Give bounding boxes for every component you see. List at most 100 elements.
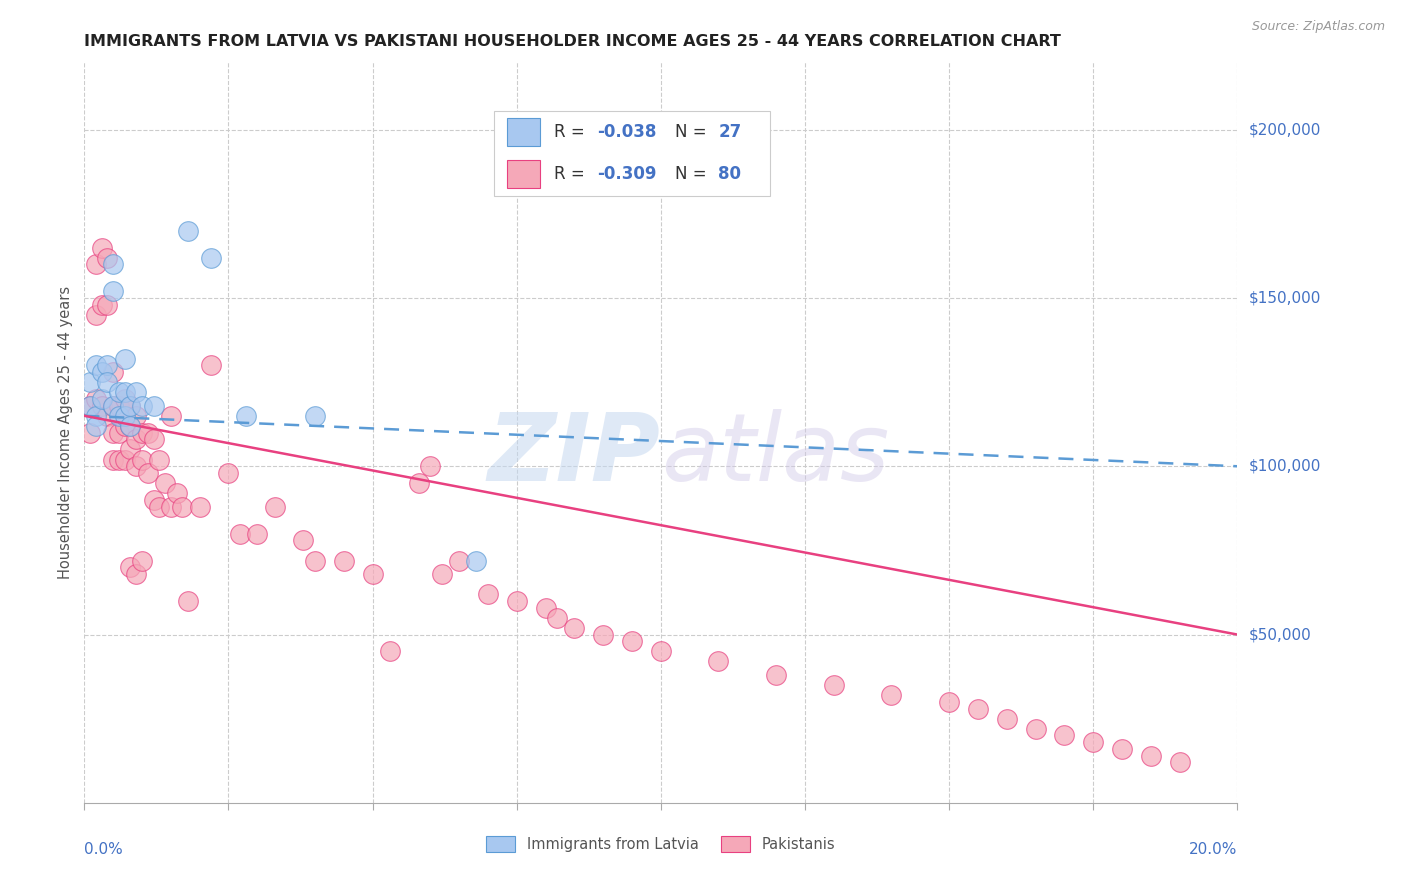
Point: [160, 409, 183, 423]
Point: [120, 399, 142, 413]
FancyBboxPatch shape: [508, 118, 540, 146]
Point: [125, 433, 148, 447]
Text: $200,000: $200,000: [1249, 122, 1320, 137]
Point: [188, 500, 211, 514]
Point: [333, 553, 356, 567]
Point: [546, 610, 568, 624]
Point: [120, 418, 142, 433]
Point: [103, 399, 124, 413]
Point: [125, 566, 148, 581]
Point: [177, 224, 200, 238]
Legend: Immigrants from Latvia, Pakistanis: Immigrants from Latvia, Pakistanis: [481, 830, 841, 858]
Point: [142, 399, 165, 413]
Point: [142, 433, 165, 447]
Text: R =: R =: [554, 123, 589, 141]
Text: 0.0%: 0.0%: [84, 842, 124, 856]
Point: [506, 594, 529, 608]
Point: [120, 418, 142, 433]
Point: [235, 409, 257, 423]
Text: ZIP: ZIP: [488, 409, 661, 500]
Point: [103, 452, 124, 467]
Point: [136, 425, 159, 440]
Point: [1168, 756, 1191, 770]
Point: [114, 392, 136, 406]
Point: [153, 476, 176, 491]
Point: [103, 257, 124, 271]
Point: [90, 240, 112, 255]
Point: [108, 399, 131, 413]
Point: [408, 476, 430, 491]
Point: [148, 500, 170, 514]
Point: [120, 560, 142, 574]
Text: 20.0%: 20.0%: [1189, 842, 1237, 856]
Text: atlas: atlas: [661, 409, 889, 500]
Point: [823, 678, 845, 692]
Point: [108, 409, 131, 423]
Point: [1140, 748, 1163, 763]
Point: [534, 600, 557, 615]
Point: [103, 365, 124, 379]
Point: [465, 553, 488, 567]
Point: [166, 486, 188, 500]
Point: [84, 359, 107, 373]
Point: [967, 701, 990, 715]
Point: [96, 375, 118, 389]
Point: [142, 492, 165, 507]
Point: [90, 298, 112, 312]
Point: [1111, 742, 1133, 756]
Point: [765, 668, 787, 682]
Point: [90, 392, 112, 406]
Point: [477, 587, 499, 601]
Point: [172, 500, 194, 514]
Text: 80: 80: [718, 165, 741, 183]
Point: [361, 566, 384, 581]
Point: [125, 409, 148, 423]
FancyBboxPatch shape: [494, 111, 770, 195]
Text: N =: N =: [675, 123, 711, 141]
Point: [430, 566, 453, 581]
Point: [160, 500, 183, 514]
Point: [79, 399, 101, 413]
Point: [419, 459, 441, 474]
Point: [103, 425, 124, 440]
Point: [707, 655, 730, 669]
Point: [90, 365, 112, 379]
Point: [96, 409, 118, 423]
Point: [292, 533, 315, 548]
Point: [120, 399, 142, 413]
Point: [880, 688, 903, 702]
Point: [177, 594, 200, 608]
Point: [131, 452, 153, 467]
Point: [136, 466, 159, 480]
Point: [120, 442, 142, 457]
Point: [263, 500, 285, 514]
Point: [229, 526, 252, 541]
Point: [90, 399, 112, 413]
Point: [938, 695, 960, 709]
Point: [114, 452, 136, 467]
Point: [114, 409, 136, 423]
Point: [304, 409, 326, 423]
Point: [378, 644, 401, 658]
Point: [96, 251, 118, 265]
Point: [84, 418, 107, 433]
Point: [304, 553, 326, 567]
Point: [84, 392, 107, 406]
FancyBboxPatch shape: [508, 161, 540, 188]
Text: $150,000: $150,000: [1249, 291, 1320, 305]
Text: Source: ZipAtlas.com: Source: ZipAtlas.com: [1251, 20, 1385, 33]
Point: [103, 399, 124, 413]
Point: [114, 385, 136, 400]
Y-axis label: Householder Income Ages 25 - 44 years: Householder Income Ages 25 - 44 years: [58, 286, 73, 579]
Point: [108, 385, 131, 400]
Point: [125, 459, 148, 474]
Point: [1025, 722, 1047, 736]
Point: [79, 425, 101, 440]
Text: $50,000: $50,000: [1249, 627, 1312, 642]
Point: [125, 385, 148, 400]
Text: -0.038: -0.038: [598, 123, 657, 141]
Point: [564, 621, 586, 635]
Point: [148, 452, 170, 467]
Point: [96, 359, 118, 373]
Point: [131, 553, 153, 567]
